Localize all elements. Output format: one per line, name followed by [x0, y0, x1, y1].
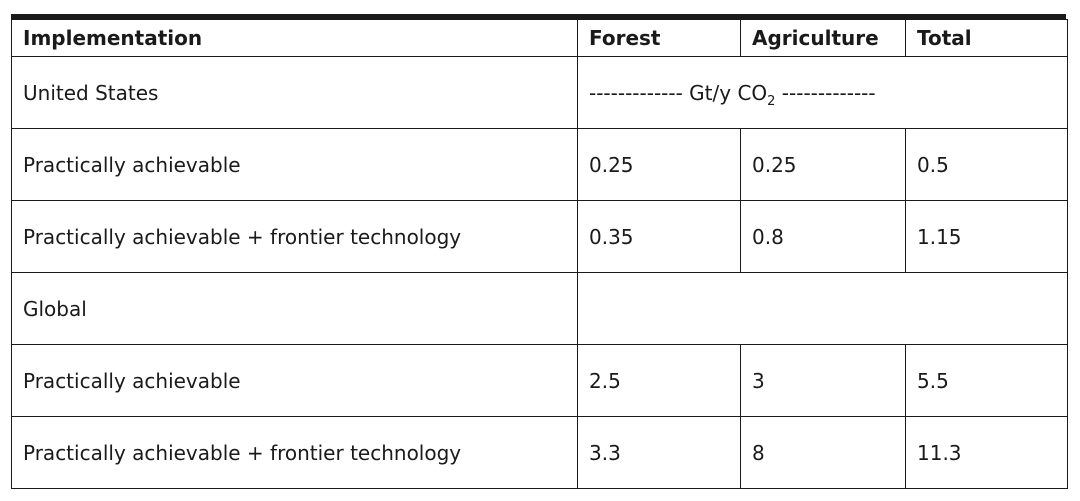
- section-row-united-states: United States ------------- Gt/y CO2 ---…: [11, 56, 1068, 129]
- implementation-cell: Practically achievable + frontier techno…: [11, 200, 578, 273]
- agriculture-cell: 0.8: [740, 200, 906, 273]
- section-label: United States: [11, 56, 578, 129]
- header-row: Implementation Forest Agriculture Total: [11, 19, 1068, 57]
- agriculture-cell: 8: [740, 416, 906, 489]
- unit-label: ------------- Gt/y CO2 -------------: [589, 80, 876, 109]
- forest-cell: 2.5: [577, 344, 741, 417]
- implementation-cell: Practically achievable: [11, 344, 578, 417]
- table-row: Practically achievable + frontier techno…: [11, 416, 1068, 489]
- unit-cell: [577, 272, 1068, 345]
- section-row-global: Global: [11, 272, 1068, 345]
- total-cell: 1.15: [905, 200, 1068, 273]
- total-cell: 11.3: [905, 416, 1068, 489]
- table-row: Practically achievable + frontier techno…: [11, 200, 1068, 273]
- forest-cell: 3.3: [577, 416, 741, 489]
- agriculture-cell: 3: [740, 344, 906, 417]
- total-cell: 0.5: [905, 128, 1068, 201]
- header-total: Total: [905, 19, 1068, 57]
- implementation-cell: Practically achievable + frontier techno…: [11, 416, 578, 489]
- agriculture-cell: 0.25: [740, 128, 906, 201]
- table-row: Practically achievable 2.5 3 5.5: [11, 344, 1068, 417]
- forest-cell: 0.25: [577, 128, 741, 201]
- total-cell: 5.5: [905, 344, 1068, 417]
- header-implementation: Implementation: [11, 19, 578, 57]
- carbon-removal-table: Implementation Forest Agriculture Total …: [11, 19, 1068, 489]
- implementation-cell: Practically achievable: [11, 128, 578, 201]
- unit-cell: ------------- Gt/y CO2 -------------: [577, 56, 1068, 129]
- table-top-rule: [11, 14, 1066, 19]
- forest-cell: 0.35: [577, 200, 741, 273]
- section-label: Global: [11, 272, 578, 345]
- header-forest: Forest: [577, 19, 741, 57]
- header-agriculture: Agriculture: [740, 19, 906, 57]
- table-row: Practically achievable 0.25 0.25 0.5: [11, 128, 1068, 201]
